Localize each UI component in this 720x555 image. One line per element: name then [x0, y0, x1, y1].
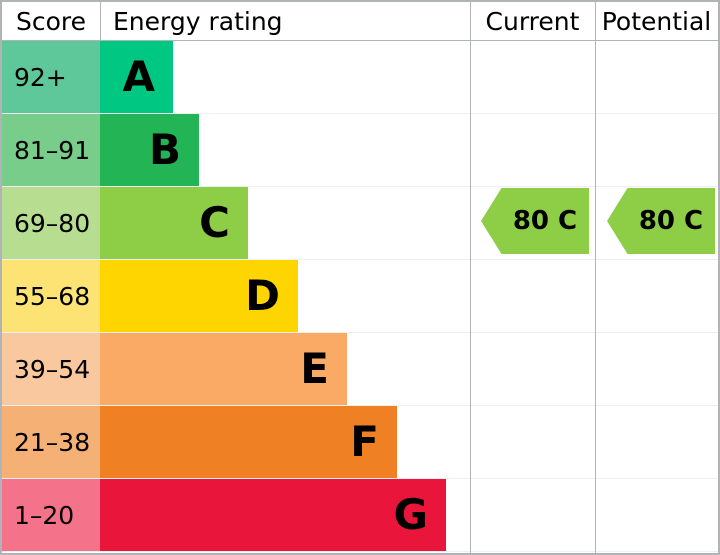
rating-bar-a: A [100, 41, 173, 113]
rating-bar-e: E [100, 333, 347, 405]
band-rows: 92+ A 81–91 B 69–80 C 55–68 D 39–54 E 21… [2, 41, 718, 552]
header-potential: Potential [601, 6, 712, 36]
band-row-c: 69–80 C [2, 187, 718, 260]
potential-rating-left-arrow-icon: 80 C [607, 188, 715, 254]
header-score: Score [2, 2, 101, 40]
potential-column-divider [595, 2, 596, 553]
score-range-label: 39–54 [2, 333, 100, 405]
potential-rating-value: 80 C [638, 206, 704, 236]
rating-bar-c: C [100, 187, 248, 259]
score-range-label: 55–68 [2, 260, 100, 332]
chart-header: Score Energy rating Current Potential [2, 2, 718, 41]
header-energy-rating: Energy rating [113, 6, 283, 36]
score-range-label: 81–91 [2, 114, 100, 186]
band-row-f: 21–38 F [2, 406, 718, 479]
score-range-label: 1–20 [2, 479, 100, 551]
score-range-label: 21–38 [2, 406, 100, 478]
band-row-b: 81–91 B [2, 114, 718, 187]
rating-bar-g: G [100, 479, 446, 551]
header-current: Current [485, 6, 580, 36]
band-row-g: 1–20 G [2, 479, 718, 552]
rating-bar-f: F [100, 406, 397, 478]
rating-bar-b: B [100, 114, 199, 186]
rating-bar-d: D [100, 260, 298, 332]
current-column-divider [470, 2, 471, 553]
score-range-label: 92+ [2, 41, 100, 113]
band-row-d: 55–68 D [2, 260, 718, 333]
band-row-e: 39–54 E [2, 333, 718, 406]
current-rating-left-arrow-icon: 80 C [481, 188, 589, 254]
current-rating-value: 80 C [512, 206, 578, 236]
band-row-a: 92+ A [2, 41, 718, 114]
score-range-label: 69–80 [2, 187, 100, 259]
